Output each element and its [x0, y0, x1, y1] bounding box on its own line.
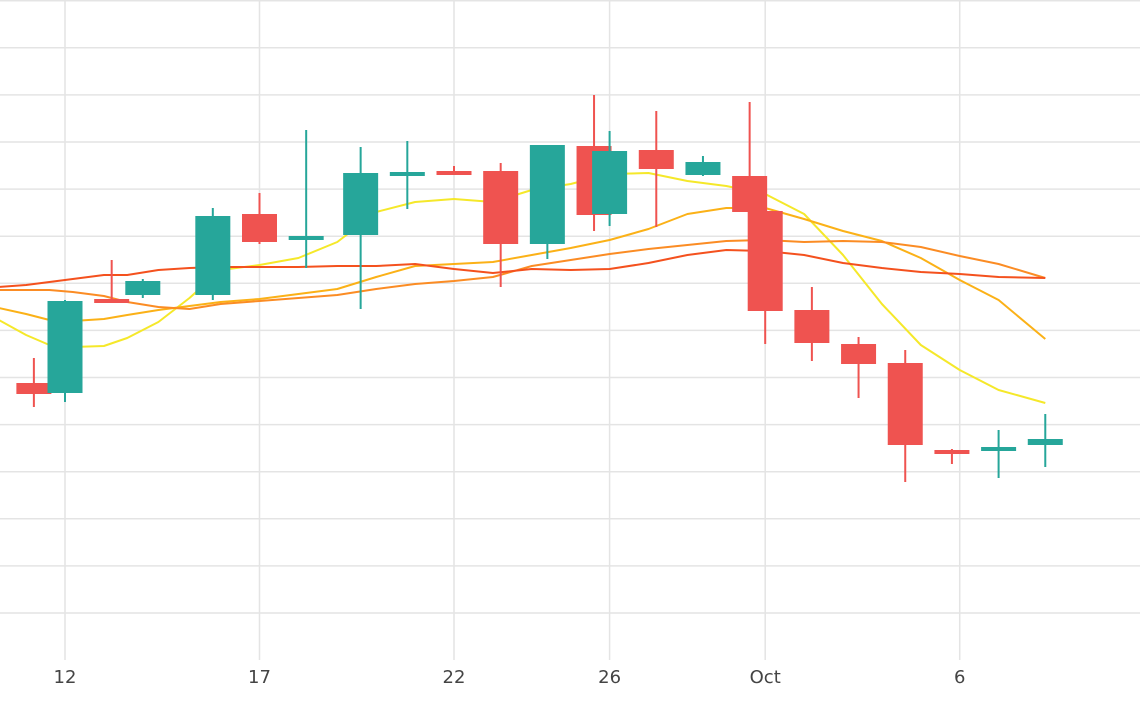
candle-body [94, 299, 130, 303]
ma-line-2 [0, 207, 1046, 340]
candle [841, 337, 877, 398]
ma-line-3 [0, 239, 1046, 310]
x-tick-label: Oct [750, 667, 781, 688]
moving-average-lines [0, 172, 1046, 404]
candle-body [436, 171, 472, 175]
x-tick-label: 17 [248, 667, 271, 688]
candle-body [483, 171, 519, 244]
candle [125, 279, 161, 298]
candle-body [981, 447, 1017, 451]
candle-body [1027, 439, 1063, 445]
candle-body [934, 450, 970, 454]
candle-body [343, 173, 379, 235]
candle [981, 430, 1017, 478]
candle [288, 130, 324, 268]
x-tick-label: 6 [954, 667, 965, 688]
candle-body [242, 214, 277, 242]
x-axis-tick-labels: 12 17 22 26 Oct 6 [54, 667, 966, 688]
candle [389, 141, 425, 209]
candle-body [794, 310, 830, 343]
candle [16, 358, 52, 407]
candle-body [288, 236, 324, 240]
candle [436, 166, 472, 175]
grid-lines [0, 0, 1140, 660]
candle [887, 350, 923, 482]
candle-body [195, 216, 231, 295]
candle [934, 449, 970, 464]
candle-body [638, 150, 674, 169]
candle [1027, 414, 1063, 467]
candles [16, 95, 1063, 482]
candle [483, 163, 519, 287]
ma-line-4 [0, 249, 1046, 288]
candle [242, 193, 277, 244]
candle [94, 260, 130, 303]
candle-body [732, 176, 768, 212]
candle-body [16, 383, 52, 394]
candle-body [592, 151, 628, 214]
candle-body [125, 281, 161, 295]
candle-body [841, 344, 877, 364]
candle [195, 208, 231, 300]
candle [47, 300, 83, 402]
candle [592, 131, 628, 226]
x-tick-label: 22 [443, 667, 466, 688]
candle [794, 287, 830, 361]
x-tick-label: 26 [598, 667, 621, 688]
candle [529, 145, 565, 259]
candle-body [529, 145, 565, 244]
candle [685, 156, 721, 176]
x-tick-label: 12 [54, 667, 77, 688]
candle [747, 198, 783, 344]
candle-body [685, 162, 721, 175]
candle-body [747, 211, 783, 311]
candle-body [887, 363, 923, 445]
candle [343, 147, 379, 309]
candle-body [47, 301, 83, 393]
candle-body [389, 172, 425, 176]
candle [638, 111, 674, 227]
